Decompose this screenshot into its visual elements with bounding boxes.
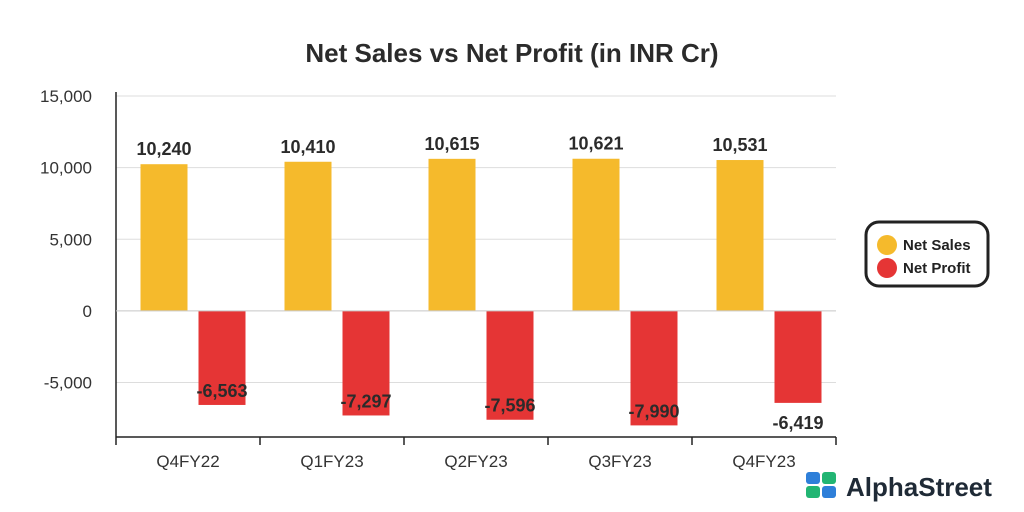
y-tick-label: 15,000 — [40, 87, 92, 106]
axes — [115, 92, 836, 438]
y-tick-label: -5,000 — [44, 374, 92, 393]
bar-net-profit — [630, 310, 678, 426]
chart-title: Net Sales vs Net Profit (in INR Cr) — [305, 38, 718, 68]
legend-net-profit-marker — [877, 258, 897, 278]
x-axis-ticks: Q4FY22 Q1FY23 Q2FY23 Q3FY23 Q4FY23 — [115, 437, 837, 471]
x-tick-label: Q2FY23 — [444, 452, 507, 471]
bar-net-sales — [572, 158, 620, 311]
data-label-net-profit: -6,419 — [772, 413, 823, 433]
bar-net-sales — [428, 158, 476, 311]
data-label-net-profit: -7,596 — [484, 396, 535, 416]
bar-net-profit — [198, 310, 246, 405]
legend: Net Sales Net Profit — [864, 220, 990, 288]
bar-net-profit — [486, 310, 534, 420]
y-tick-label: 10,000 — [40, 159, 92, 178]
legend-net-sales-marker — [877, 235, 897, 255]
bar-net-profit — [774, 310, 822, 403]
data-label-net-sales: 10,240 — [136, 139, 191, 159]
alphastreet-brand: AlphaStreet — [806, 472, 992, 502]
data-label-net-sales: 10,621 — [568, 134, 623, 154]
y-axis-ticks: 15,000 10,000 5,000 0 -5,000 — [40, 87, 92, 393]
data-label-net-sales: 10,531 — [712, 135, 767, 155]
bar-net-sales — [140, 164, 188, 311]
y-tick-label: 5,000 — [49, 230, 92, 249]
alphastreet-logo-icon — [806, 472, 836, 498]
x-tick-label: Q4FY23 — [732, 452, 795, 471]
bars — [140, 158, 822, 426]
x-tick-label: Q3FY23 — [588, 452, 651, 471]
brand-name: AlphaStreet — [846, 472, 992, 502]
data-label-net-profit: -6,563 — [196, 381, 247, 401]
x-tick-label: Q1FY23 — [300, 452, 363, 471]
bar-net-profit — [342, 310, 390, 416]
data-label-net-profit: -7,990 — [628, 401, 679, 421]
data-label-net-sales: 10,410 — [280, 137, 335, 157]
bar-net-sales — [716, 160, 764, 311]
y-tick-label: 0 — [83, 302, 92, 321]
data-label-net-sales: 10,615 — [424, 134, 479, 154]
x-tick-label: Q4FY22 — [156, 452, 219, 471]
data-labels: 10,240 -6,563 10,410 -7,297 10,615 -7,596 10,6… — [136, 134, 823, 433]
legend-net-profit-label: Net Profit — [903, 260, 971, 277]
bar-net-sales — [284, 161, 332, 311]
legend-net-sales-label: Net Sales — [903, 237, 971, 254]
data-label-net-profit: -7,297 — [340, 391, 391, 411]
